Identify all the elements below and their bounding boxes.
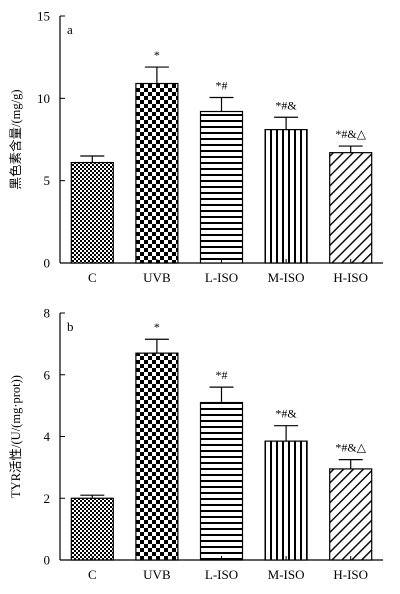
x-tick-label: H-ISO — [333, 270, 368, 285]
y-tick-label: 4 — [44, 429, 51, 444]
x-tick-label: L-ISO — [205, 567, 238, 582]
bar-l-iso — [199, 110, 244, 264]
x-tick-label: M-ISO — [268, 567, 305, 582]
panel-label: b — [67, 319, 74, 334]
bar-m-iso — [264, 129, 308, 264]
y-tick-label: 0 — [44, 553, 51, 568]
bar-h-iso — [329, 152, 373, 264]
y-tick-label: 2 — [44, 491, 51, 506]
significance-label: * — [154, 48, 160, 62]
bar-m-iso — [264, 440, 308, 561]
x-tick-label: UVB — [143, 567, 171, 582]
bar-uvb — [135, 82, 179, 264]
bar-uvb — [135, 352, 179, 561]
significance-label: * — [154, 320, 160, 334]
significance-label: *#&△ — [335, 127, 366, 141]
significance-label: *# — [216, 79, 228, 93]
bar-h-iso — [329, 468, 373, 561]
x-tick-label: UVB — [143, 270, 171, 285]
significance-label: *#& — [275, 98, 297, 112]
x-tick-label: C — [88, 567, 97, 582]
y-tick-label: 6 — [44, 367, 51, 382]
bar-l-iso — [199, 401, 244, 561]
panel-label: a — [67, 22, 73, 37]
significance-label: *# — [216, 368, 228, 382]
bar-c — [70, 497, 114, 561]
y-tick-label: 5 — [44, 173, 51, 188]
y-tick-label: 0 — [44, 256, 51, 271]
y-tick-label: 10 — [37, 91, 50, 106]
y-axis-label: TYR活性/(U/(mg·prot)) — [9, 375, 23, 498]
significance-label: *#& — [275, 407, 297, 421]
bar-c — [70, 161, 114, 264]
y-axis-label: 黑色素含量/(mg/g) — [8, 90, 23, 190]
x-tick-label: C — [88, 270, 97, 285]
x-tick-label: L-ISO — [205, 270, 238, 285]
x-tick-label: H-ISO — [333, 567, 368, 582]
y-tick-label: 8 — [44, 306, 51, 321]
x-tick-label: M-ISO — [268, 270, 305, 285]
significance-label: *#&△ — [335, 441, 366, 455]
y-tick-label: 15 — [37, 9, 50, 24]
